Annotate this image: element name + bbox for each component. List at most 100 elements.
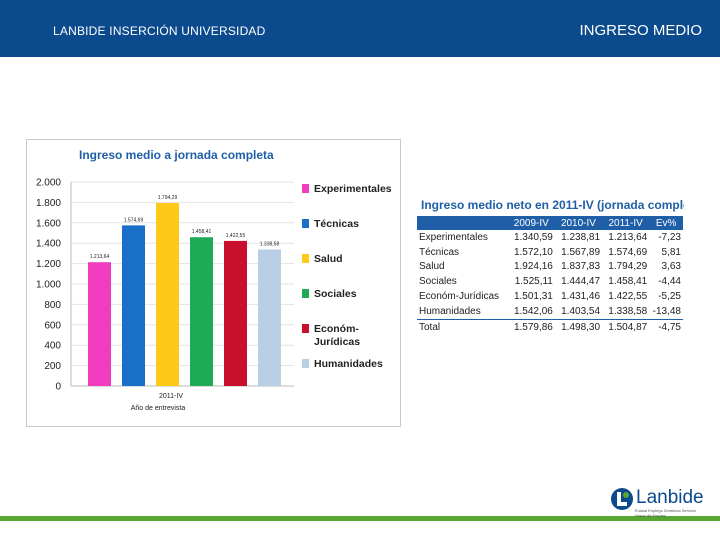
table-header-cell: 2009-IV	[507, 216, 555, 230]
lanbide-logo: Lanbide Euskal Enplegu Zerbitzua Servici…	[610, 486, 710, 522]
table-cell: -5,25	[658, 291, 681, 303]
table-cell: 1.567,89	[561, 246, 601, 258]
y-tick-label: 1.400	[36, 239, 61, 250]
table-cell: 1.574,69	[608, 246, 648, 258]
x-category-label: 2011-IV	[159, 393, 183, 400]
legend-label: Experimentales	[314, 183, 392, 195]
x-axis-label: Año de entrevista	[131, 405, 186, 412]
table-row-label: Total	[417, 318, 508, 335]
bar-data-label: 1.213,64	[90, 254, 110, 260]
table-cell: 1.338,58	[608, 305, 648, 317]
table-cell: 1.444,47	[561, 276, 601, 288]
logo-subtitle: Euskal Enplegu Zerbitzua Servicio Vasco …	[635, 508, 696, 518]
bar-chart: Ingreso medio a jornada completa 0 200 400 6…	[36, 148, 392, 412]
table-cell: 1.794,29	[608, 261, 648, 273]
table-cell: 1.579,86	[507, 318, 555, 335]
table-cell: 1.924,16	[513, 261, 553, 273]
legend-label: Salud	[314, 253, 343, 265]
y-tick-label: 600	[44, 320, 61, 331]
footer-green-line	[0, 516, 720, 521]
bar-econ-m-jur-dicas	[224, 240, 247, 386]
table-header-cell	[417, 216, 508, 230]
y-tick-label: 1.000	[36, 280, 61, 291]
legend-label: Técnicas	[314, 218, 359, 230]
table-cell: 1.458,41	[608, 276, 648, 288]
chart-title: Ingreso medio a jornada completa	[79, 148, 274, 162]
y-tick-label: 1.600	[36, 218, 61, 229]
table-cell: 1.340,59	[513, 231, 553, 243]
legend-label: Jurídicas	[314, 336, 360, 348]
table-cell: 1.504,87	[602, 318, 650, 335]
y-tick-label: 2.000	[36, 178, 61, 189]
table-cell: 1.238,81	[561, 231, 601, 243]
bar-data-label: 1.458,41	[192, 229, 212, 235]
table-cell: 1.525,11	[514, 276, 553, 288]
table-cell: 1.501,31	[513, 291, 553, 303]
table-row: Humanidades 1.542,06 1.403,54 1.338,58 -13,4…	[417, 304, 683, 319]
income-table-wrapper: 2009-IV 2010-IV 2011-IV Ev% Experimental…	[417, 216, 683, 335]
table-header-cell: Ev%	[649, 216, 683, 230]
y-tick-label: 800	[44, 300, 61, 311]
header-bar: LANBIDE INSERCIÓN UNIVERSIDAD INGRESO ME…	[0, 0, 720, 57]
table-header-cell: 2011-IV	[602, 216, 650, 230]
y-tick-label: 0	[55, 382, 61, 393]
header-left-title: LANBIDE INSERCIÓN UNIVERSIDAD	[53, 24, 266, 38]
table-cell: -4,75	[649, 318, 683, 335]
lanbide-logo-icon	[611, 488, 633, 510]
table-row-label: Técnicas	[419, 246, 460, 258]
table-cell: 1.431,46	[561, 291, 601, 303]
bar-sociales	[190, 237, 213, 386]
bar-t-cnicas	[122, 225, 145, 386]
y-tick-label: 1.200	[36, 259, 61, 270]
legend-swatch	[302, 324, 309, 333]
bar-humanidades	[258, 249, 281, 386]
y-tick-label: 1.800	[36, 198, 61, 209]
table-row-label: Sociales	[419, 276, 457, 288]
table-cell: -7,23	[658, 231, 681, 243]
legend-swatch	[302, 184, 309, 193]
bar-data-label: 1.794,29	[158, 195, 178, 201]
table-cell: 1.498,30	[554, 318, 603, 335]
legend-swatch	[302, 219, 309, 228]
table-row-label: Salud	[419, 261, 445, 273]
header-right-title: INGRESO MEDIO	[579, 22, 702, 39]
y-tick-label: 200	[44, 361, 61, 372]
legend-label: Sociales	[314, 288, 357, 300]
table-cell: 1.837,83	[561, 261, 601, 273]
bar-data-label: 1.338,58	[260, 241, 280, 247]
table-row-label: Humanidades	[419, 305, 481, 317]
table-row: Experimentales 1.340,59 1.238,81 1.213,64 -7…	[417, 230, 683, 245]
table-row-label: Económ-Jurídicas	[419, 291, 500, 303]
table-row: Sociales 1.525,11 1.444,47 1.458,41 -4,44	[417, 274, 683, 289]
income-table: 2009-IV 2010-IV 2011-IV Ev% Experimental…	[417, 216, 683, 335]
bar-chart-panel: Ingreso medio a jornada completa 0 200 400 6…	[26, 139, 401, 427]
legend-label: Económ-	[314, 323, 359, 335]
table-header-cell: 2010-IV	[554, 216, 603, 230]
table-cell: 3,63	[661, 261, 681, 273]
table-row-label: Experimentales	[419, 231, 488, 243]
legend-swatch	[302, 254, 309, 263]
table-total-row: Total 1.579,86 1.498,30 1.504,87 -4,75	[417, 318, 683, 335]
table-header-row: 2009-IV 2010-IV 2011-IV Ev%	[417, 216, 683, 230]
table-cell: 1.572,10	[513, 246, 553, 258]
bar-data-label: 1.422,55	[226, 233, 246, 239]
table-cell: 1.542,06	[513, 305, 553, 317]
legend-swatch	[302, 359, 309, 368]
table-cell: -13,48	[652, 305, 681, 317]
table-row: Salud 1.924,16 1.837,83 1.794,29 3,63	[417, 260, 683, 275]
table-title: Ingreso medio neto en 2011-IV (jornada c…	[421, 198, 684, 212]
bar-salud	[156, 202, 179, 386]
table-cell: -4,44	[658, 276, 681, 288]
table-cell: 1.422,55	[608, 291, 648, 303]
y-tick-label: 400	[44, 341, 61, 352]
table-row: Económ-Jurídicas 1.501,31 1.431,46 1.422,55…	[417, 289, 683, 304]
logo-text: Lanbide	[636, 487, 704, 508]
table-row: Técnicas 1.572,10 1.567,89 1.574,69 5,81	[417, 245, 683, 260]
table-cell: 5,81	[661, 246, 681, 258]
bar-experimentales	[88, 262, 111, 386]
table-cell: 1.213,64	[608, 231, 648, 243]
bar-data-label: 1.574,69	[124, 217, 144, 223]
legend-label: Humanidades	[314, 358, 383, 370]
legend-swatch	[302, 289, 309, 298]
table-cell: 1.403,54	[561, 305, 601, 317]
